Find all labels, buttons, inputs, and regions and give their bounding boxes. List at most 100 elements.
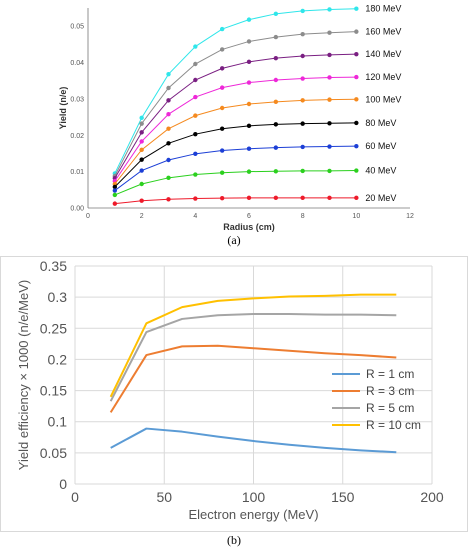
data-point [300, 195, 305, 201]
x-tick-label: 0 [71, 489, 79, 505]
series-label: 140 MeV [365, 49, 401, 59]
x-tick-label: 8 [301, 213, 305, 220]
data-point [327, 195, 332, 201]
series-label: 40 MeV [365, 166, 396, 176]
data-point [139, 130, 144, 135]
series-line [109, 312, 397, 402]
data-point [139, 157, 144, 162]
data-point [166, 141, 171, 146]
data-point [300, 168, 305, 174]
data-point [112, 192, 118, 198]
data-point [354, 195, 359, 201]
data-point [219, 195, 225, 201]
data-point [327, 168, 332, 174]
y-tick-label: 0.04 [70, 60, 84, 67]
x-axis-label: Radius (cm) [223, 222, 275, 232]
data-point [166, 126, 171, 131]
data-point [166, 85, 171, 91]
series-line [114, 31, 357, 177]
series-line [114, 197, 357, 205]
series-label: 100 MeV [365, 94, 401, 104]
data-point [273, 195, 279, 201]
series-label: 60 MeV [365, 141, 396, 151]
data-point [219, 126, 225, 131]
data-point [193, 77, 198, 83]
series-line [114, 53, 357, 179]
data-point [166, 111, 171, 117]
data-point [139, 168, 144, 173]
data-point [354, 97, 359, 102]
data-point [246, 39, 252, 44]
x-tick-label: 6 [247, 213, 251, 220]
legend-entry: R = 10 cm [366, 418, 421, 432]
data-point [300, 76, 305, 81]
x-tick-label: 10 [352, 213, 360, 220]
data-point [327, 7, 332, 12]
data-point [273, 169, 279, 174]
y-tick-label: 0.3 [48, 289, 68, 305]
data-point [139, 198, 144, 203]
data-point [166, 197, 171, 202]
data-point [139, 181, 144, 187]
data-point [273, 34, 279, 40]
data-point [300, 144, 305, 150]
data-point [219, 170, 225, 175]
caption-a: (a) [227, 233, 241, 247]
data-point [246, 146, 252, 151]
series-line [114, 98, 357, 185]
data-point [273, 55, 279, 61]
data-point [354, 51, 359, 57]
data-point [246, 59, 252, 65]
data-point [327, 144, 332, 149]
data-point [273, 99, 279, 105]
series-label: 180 MeV [365, 4, 401, 14]
data-point [354, 168, 359, 173]
legend-entry: R = 1 cm [366, 367, 414, 381]
data-point [246, 101, 252, 107]
data-point [273, 122, 279, 127]
data-point [327, 75, 332, 80]
x-tick-label: 4 [193, 213, 197, 220]
data-point [300, 121, 305, 126]
series-line [110, 427, 397, 454]
data-point [139, 121, 144, 126]
data-point [193, 94, 198, 100]
data-point [112, 184, 118, 190]
yield-vs-radius-chart: 0 2 4 6 8 10 12 0.00 0.01 0.02 0.03 0.04 0.05 Radius … [58, 4, 414, 232]
series-line [114, 8, 357, 174]
data-point [193, 172, 198, 177]
data-point [166, 98, 171, 103]
x-tick-label: 100 [242, 489, 266, 505]
data-point [219, 66, 225, 71]
y-tick-label: 0.02 [70, 133, 84, 140]
x-tick-label: 200 [420, 489, 444, 505]
x-tick-label: 150 [331, 489, 355, 505]
y-tick-label: 0.1 [48, 414, 68, 430]
data-point [139, 139, 144, 144]
data-point [327, 121, 332, 126]
data-point [219, 105, 225, 111]
data-point [246, 123, 252, 129]
y-axis-label: Yield efficiency × 1000 (n/e/MeV) [16, 280, 31, 470]
data-point [193, 44, 198, 49]
data-point [112, 188, 118, 193]
series-line [114, 145, 357, 191]
data-point [273, 11, 279, 17]
legend-entry: R = 5 cm [366, 401, 414, 415]
series-line [109, 293, 397, 398]
caption-b: (b) [227, 533, 241, 547]
x-tick-label: 2 [140, 213, 144, 220]
y-axis-label: Yield (n/e) [58, 87, 68, 130]
y-tick-label: 0.05 [40, 445, 67, 461]
data-point [166, 175, 171, 181]
data-point [273, 145, 279, 150]
series-label: 20 MeV [365, 193, 396, 203]
y-tick-label: 0.05 [70, 24, 84, 31]
data-point [327, 30, 332, 35]
data-point [193, 131, 198, 137]
series-label: 160 MeV [365, 27, 401, 37]
series-label: 80 MeV [365, 118, 396, 128]
data-point [193, 113, 198, 118]
data-point [354, 74, 359, 80]
series-label: 120 MeV [365, 72, 401, 82]
